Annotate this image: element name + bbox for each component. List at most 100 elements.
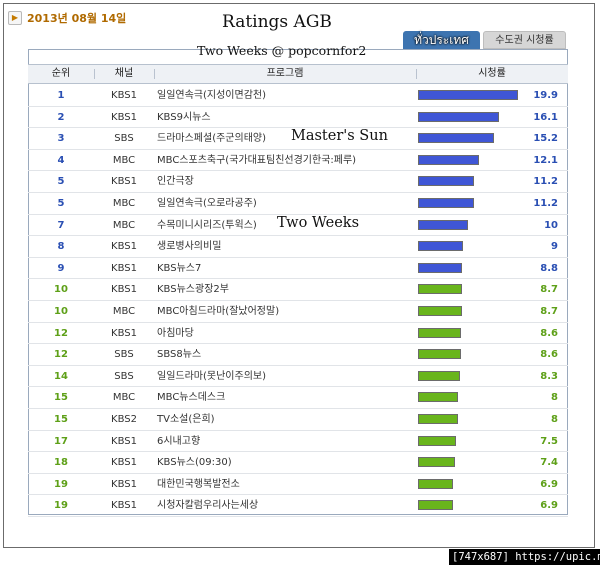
table-row: 14 SBS 일일드라마(못난이주의보) 8.3 (28, 366, 568, 388)
annotation-two-weeks: Two Weeks (277, 215, 360, 231)
table-row: 15 KBS2 TV소설(은희) 8 (28, 409, 568, 431)
channel-cell: KBS1 (111, 111, 137, 123)
program-cell: SBS8뉴스 (157, 349, 202, 361)
channel-cell: MBC (112, 219, 136, 231)
program-cell: 6시내고향 (157, 435, 201, 447)
rating-bar (418, 370, 460, 381)
rating-bar (418, 349, 462, 360)
overlay-title: Ratings AGB (222, 12, 332, 32)
channel-cell: SBS (114, 349, 134, 361)
table-row: 1 KBS1 일일연속극(지성이면감천) 19.9 (28, 85, 568, 107)
rating-value: 12.1 (533, 154, 558, 166)
program-cell: 수목미니시리즈(투윅스) (157, 219, 257, 231)
date-label: 2013년 08월 14일 (27, 12, 127, 25)
program-cell: 일일연속극(오로라공주) (157, 198, 257, 209)
channel-cell: MBC (112, 392, 136, 404)
rank-cell: 7 (57, 219, 65, 231)
rating-bar (418, 262, 463, 273)
rating-bar (418, 241, 464, 252)
rank-cell: 17 (54, 435, 68, 447)
table-row: 17 KBS1 6시내고향 7.5 (28, 431, 568, 453)
rating-bar (418, 306, 462, 316)
channel-cell: KBS1 (111, 176, 137, 188)
rank-cell: 2 (57, 111, 65, 123)
rating-bar (418, 90, 518, 100)
rating-value: 7.5 (540, 435, 558, 447)
table-row: 7 MBC 수목미니시리즈(투윅스) 10 (28, 215, 568, 237)
overlay-subtitle: Two Weeks @ popcornfor2 (197, 43, 367, 58)
rating-value: 11.2 (533, 176, 558, 188)
rating-value: 15.2 (533, 133, 558, 145)
rank-cell: 9 (57, 262, 65, 274)
channel-cell: KBS1 (111, 284, 137, 296)
channel-cell: SBS (114, 370, 134, 382)
rank-cell: 4 (57, 154, 65, 166)
program-cell: KBS뉴스7 (157, 262, 202, 274)
channel-cell: KBS1 (111, 241, 137, 253)
table-row: 2 KBS1 KBS9시뉴스 16.1 (28, 107, 568, 129)
table-row: 3 SBS 드라마스페셜(주군의태양) 15.2 (28, 128, 568, 150)
channel-cell: KBS2 (111, 414, 137, 425)
column-header-rating: 시청률 (416, 65, 568, 83)
channel-cell: MBC (112, 154, 136, 166)
rank-cell: 19 (54, 500, 68, 512)
rank-cell: 3 (57, 133, 65, 145)
rating-bar (418, 478, 453, 489)
rating-bar (418, 176, 475, 187)
table-row: 19 KBS1 시청자칼럼우리사는세상 6.9 (28, 495, 568, 517)
tab-nationwide-label: ทั่วประเทศ (414, 33, 469, 47)
ratings-table (28, 49, 568, 515)
rating-bar (418, 435, 456, 446)
program-cell: 대한민국행복발전소 (157, 478, 240, 490)
rating-bar (418, 284, 462, 295)
rating-value: 9 (551, 241, 558, 253)
arrow-right-icon: ▶ (8, 11, 22, 25)
table-row: 19 KBS1 대한민국행복발전소 6.9 (28, 474, 568, 496)
program-cell: MBC아침드라마(잘났어정말) (157, 306, 280, 317)
table-row: 18 KBS1 KBS뉴스(09:30) 7.4 (28, 452, 568, 474)
program-cell: KBS뉴스광장2부 (157, 284, 229, 296)
rating-value: 8 (551, 414, 558, 425)
table-row: 8 KBS1 생로병사의비밀 9 (28, 236, 568, 258)
rating-value: 16.1 (533, 111, 558, 123)
channel-cell: KBS1 (111, 327, 137, 339)
table-row: 9 KBS1 KBS뉴스7 8.8 (28, 258, 568, 280)
rank-cell: 15 (54, 392, 68, 404)
program-cell: 일일연속극(지성이면감천) (157, 90, 267, 101)
table-row: 12 KBS1 아침마당 8.6 (28, 323, 568, 345)
program-cell: TV소설(은희) (157, 414, 215, 425)
date-header: ▶ 2013년 08월 14일 (8, 10, 126, 26)
table-row: 10 MBC MBC아침드라마(잘났어정말) 8.7 (28, 301, 568, 323)
column-header-rank: 순위 (51, 68, 71, 79)
rating-value: 8 (551, 392, 558, 404)
rank-cell: 12 (54, 327, 68, 339)
table-row: 10 KBS1 KBS뉴스광장2부 8.7 (28, 279, 568, 301)
rank-cell: 5 (57, 176, 65, 188)
rating-bar (418, 111, 499, 122)
rating-bar (418, 219, 469, 230)
channel-cell: KBS1 (111, 262, 137, 274)
column-header-program: 프로그램 (154, 65, 416, 83)
rating-value: 8.8 (540, 262, 558, 274)
rank-cell: 19 (54, 478, 68, 490)
tab-metropolitan-label: 수도권 시청률 (495, 35, 554, 46)
program-cell: 시청자칼럼우리사는세상 (157, 500, 259, 512)
rank-cell: 12 (54, 349, 68, 361)
table-header: 순위 채널 프로그램 시청률 (28, 64, 568, 84)
program-cell: MBC뉴스데스크 (157, 392, 226, 404)
channel-cell: KBS1 (111, 435, 137, 447)
rating-bar (418, 414, 459, 424)
tab-metropolitan[interactable]: 수도권 시청률 (483, 31, 566, 49)
channel-cell: KBS1 (111, 478, 137, 490)
rank-cell: 5 (57, 198, 65, 209)
rating-value: 10 (544, 219, 558, 231)
rating-value: 7.4 (540, 457, 558, 469)
tab-nationwide[interactable]: ทั่วประเทศ (403, 31, 480, 49)
rating-value: 8.6 (540, 349, 558, 361)
rating-value: 11.2 (533, 198, 558, 209)
image-info-badge: [747x687] https://upic.me/ (449, 549, 600, 565)
table-row: 5 MBC 일일연속극(오로라공주) 11.2 (28, 193, 568, 215)
rating-value: 8.6 (540, 327, 558, 339)
channel-cell: KBS1 (111, 457, 137, 469)
channel-cell: MBC (112, 306, 136, 317)
